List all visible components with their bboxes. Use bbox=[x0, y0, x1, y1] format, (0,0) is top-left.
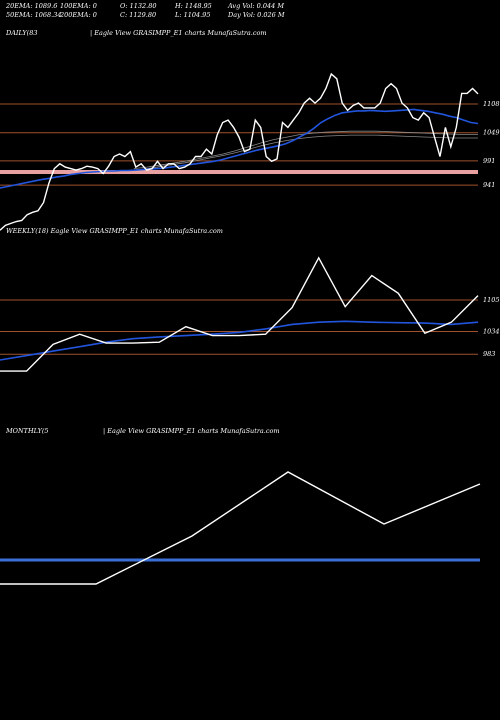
ema-line bbox=[0, 558, 480, 562]
level-label: 991 bbox=[483, 157, 495, 165]
level-label: 983 bbox=[483, 350, 495, 358]
header-stat: H: 1148.95 bbox=[175, 2, 212, 10]
ema-line bbox=[0, 108, 479, 189]
ema-line bbox=[0, 320, 479, 361]
header-stat: O: 1132.80 bbox=[120, 2, 157, 10]
support-band bbox=[0, 170, 478, 174]
monthly-subtitle: | Eagle View GRASIMPP_E1 charts MunafaSu… bbox=[103, 427, 280, 435]
header-stat: 20EMA: 1089.6 bbox=[6, 2, 58, 10]
level-label: 1108 bbox=[483, 100, 500, 108]
price-line bbox=[0, 256, 479, 372]
header-stat: 50EMA: 1068.34 bbox=[6, 11, 62, 19]
monthly-title: MONTHLY(5 bbox=[6, 427, 49, 435]
header-stat: 200EMA: 0 bbox=[60, 11, 97, 19]
header-stat: C: 1129.80 bbox=[120, 11, 157, 19]
daily-title: DAILY(83 bbox=[6, 29, 38, 37]
weekly-title: WEEKLY(18) Eagle View GRASIMPP_E1 charts… bbox=[6, 227, 223, 235]
level-label: 941 bbox=[483, 181, 495, 189]
daily-subtitle: | Eagle View GRASIMPP_E1 charts MunafaSu… bbox=[90, 29, 267, 37]
level-label: 1049 bbox=[483, 129, 500, 137]
price-line bbox=[0, 471, 481, 585]
header-stat: L: 1104.95 bbox=[175, 11, 211, 19]
header-stat: Day Vol: 0.026 M bbox=[228, 11, 285, 19]
price-line bbox=[0, 72, 479, 231]
level-label: 1105 bbox=[483, 296, 500, 304]
header-stat: 100EMA: 0 bbox=[60, 2, 97, 10]
header-stat: Avg Vol: 0.044 M bbox=[228, 2, 285, 10]
level-label: 1034 bbox=[483, 328, 500, 336]
